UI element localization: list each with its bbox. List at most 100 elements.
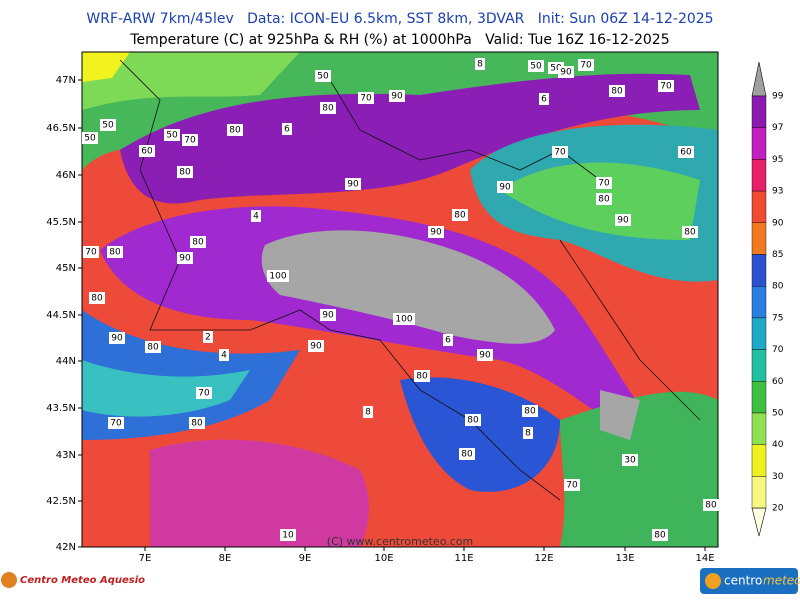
contour-label: 80 (179, 168, 191, 178)
contour-label-box (189, 417, 205, 429)
contour-label: 8 (365, 408, 371, 418)
contour-label: 90 (391, 92, 403, 102)
lon-label: 7E (139, 553, 152, 564)
contour-label-box (539, 93, 549, 105)
colorbar-bin (751, 159, 767, 192)
title-line-2: Temperature (C) at 925hPa & RH (%) at 10… (129, 32, 669, 48)
contour-label: 80 (467, 416, 479, 426)
contour-label: 80 (109, 248, 121, 258)
colorbar-bin (751, 317, 767, 350)
contour-label-box (315, 70, 331, 82)
contour-label: 80 (192, 238, 204, 248)
contour-label: 70 (660, 82, 672, 92)
contour-label-box (196, 387, 212, 399)
lon-label: 12E (534, 553, 553, 564)
contour-label: 50 (84, 134, 96, 144)
contour-label: 70 (566, 481, 578, 491)
colorbar-label: 70 (772, 345, 784, 355)
contour-label-box (177, 252, 193, 264)
contour-label-box (145, 341, 161, 353)
contour-label: 6 (541, 95, 547, 105)
contour-label: 90 (322, 311, 334, 321)
colorbar-bin (751, 412, 767, 445)
contour-label-box (497, 181, 513, 193)
contour-label: 70 (580, 61, 592, 71)
contour-label: 6 (445, 336, 451, 346)
colorbar-label: 80 (772, 282, 784, 292)
contour-label-box (219, 349, 229, 361)
lat-label: 43.5N (46, 403, 76, 414)
contour-label: 70 (554, 148, 566, 158)
contour-label: 80 (147, 343, 159, 353)
contour-label-box (100, 119, 116, 131)
contour-label-box (177, 166, 193, 178)
colorbar-bin (751, 349, 767, 382)
colorbar-cap (751, 507, 767, 537)
contour-label-box (203, 331, 213, 343)
contour-label: 90 (479, 351, 491, 361)
contour-label: 80 (598, 195, 610, 205)
contour-label-box (609, 85, 625, 97)
contour-label-box (564, 479, 580, 491)
lat-label: 44N (56, 356, 76, 367)
contour-label-box (522, 405, 538, 417)
lat-label: 42N (56, 542, 76, 553)
lat-label: 43N (56, 450, 76, 461)
colorbar-label: 85 (772, 250, 783, 260)
contour-label-box (452, 209, 468, 221)
colorbar-label: 97 (772, 123, 783, 133)
contour-label: 50 (166, 131, 178, 141)
colorbar-label: 50 (772, 409, 784, 419)
contour-label-box (615, 214, 631, 226)
lon-label: 13E (615, 553, 634, 564)
lon-label: 11E (454, 553, 473, 564)
contour-label-box (393, 313, 415, 325)
lon-label: 10E (374, 553, 393, 564)
contour-label-box (596, 177, 612, 189)
contour-label: 90 (430, 228, 442, 238)
contour-label: 80 (654, 531, 666, 541)
contour-label-box (459, 448, 475, 460)
contour-label-box (83, 246, 99, 258)
contour-label-box (89, 292, 105, 304)
contour-label-box (652, 529, 668, 541)
contour-label-box (658, 80, 674, 92)
contour-label: 80 (461, 450, 473, 460)
contour-label: 10 (282, 531, 294, 541)
right-logo-a: centro (724, 574, 762, 588)
contour-label-box (308, 340, 324, 352)
lon-label: 14E (695, 553, 714, 564)
contour-label: 100 (269, 272, 286, 282)
contour-label: 90 (499, 183, 511, 193)
contour-label: 90 (111, 334, 123, 344)
colorbar-label: 95 (772, 155, 783, 165)
colorbar-label: 60 (772, 377, 784, 387)
lat-label: 46.5N (46, 123, 76, 134)
contour-label: 60 (141, 147, 153, 157)
colorbar-bin (751, 476, 767, 509)
contour-label-box (164, 129, 180, 141)
contour-label-box (443, 334, 453, 346)
lon-label: 8E (219, 553, 232, 564)
contour-label-box (267, 270, 289, 282)
colorbar-label: 30 (772, 472, 784, 482)
contour-label-box (109, 332, 125, 344)
colorbar-bin (751, 190, 767, 224)
contour-label: 90 (179, 254, 191, 264)
contour-label-box (108, 417, 124, 429)
contour-label: 70 (198, 389, 210, 399)
colorbar-bin (751, 222, 767, 255)
contour-label: 80 (454, 211, 466, 221)
colorbar: 99 97 95 93 90 85 80 75 70 60 50 40 30 20 (751, 61, 784, 537)
contour-label: 50 (550, 64, 562, 74)
contour-label-box (678, 146, 694, 158)
contour-label: 70 (360, 94, 372, 104)
contour-label: 80 (322, 104, 334, 114)
contour-label-box (345, 178, 361, 190)
contour-label: 90 (617, 216, 629, 226)
title-line-1: WRF-ARW 7km/45lev Data: ICON-EU 6.5km, S… (86, 11, 713, 27)
contour-label-box (320, 309, 336, 321)
contour-label: 80 (416, 372, 428, 382)
colorbar-label: 90 (772, 218, 784, 228)
contour-label-box (320, 102, 336, 114)
